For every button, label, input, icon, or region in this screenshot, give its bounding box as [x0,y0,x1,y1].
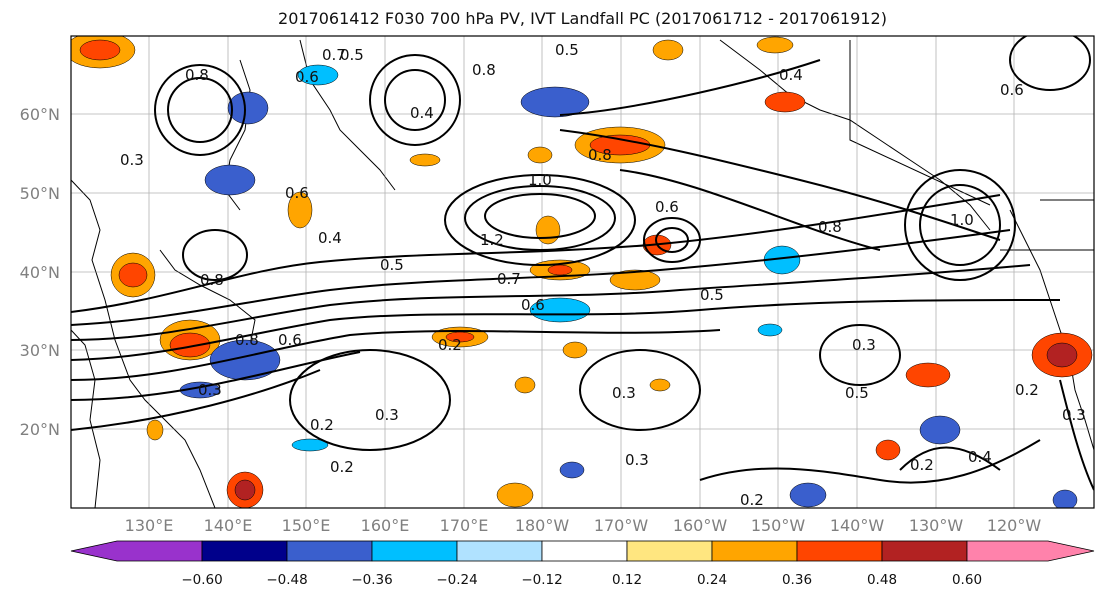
contour-label: 0.3 [852,336,876,354]
longitude-label: 140°W [830,516,885,535]
colorbar-swatches [70,540,1095,562]
colorbar-tick-label: 0.48 [867,572,897,588]
latitude-label: 40°N [20,263,60,282]
longitude-label: 150°E [282,516,331,535]
colorbar-tick-label: −0.48 [266,572,307,588]
colorbar-swatch [626,540,713,562]
map-title: 2017061412 F030 700 hPa PV, IVT Landfall… [278,9,887,28]
colorbar-ticks: −0.60 −0.48 −0.36 −0.24 −0.12 0.12 0.24 … [181,572,982,588]
colorbar-swatch [456,540,543,562]
contour-label: 0.3 [375,406,399,424]
pv-contours [71,36,1094,491]
colorbar-swatch [201,540,288,562]
contour-label: 0.8 [472,61,496,79]
contour-label: 0.6 [655,198,679,216]
colorbar-tick-label: 0.12 [612,572,642,588]
latitude-label: 30°N [20,341,60,360]
contour-label: 0.3 [625,451,649,469]
contour-label: 0.3 [120,151,144,169]
longitude-label: 180°W [515,516,570,535]
contour-label: 0.2 [1015,381,1039,399]
contour-label: 0.4 [968,448,992,466]
contour-label: 0.2 [310,416,334,434]
longitude-label: 150°W [751,516,806,535]
contour-label: 0.4 [318,229,342,247]
colorbar-tick-label: 0.36 [782,572,812,588]
contour-label: 0.8 [185,66,209,84]
contour-label: 0.8 [818,218,842,236]
longitude-label: 130°W [909,516,964,535]
colorbar-tick-label: 0.24 [697,572,727,588]
contour-label: 0.2 [740,491,764,509]
contour-label: 0.5 [380,256,404,274]
longitude-label: 170°E [440,516,489,535]
contour-label: 0.2 [438,336,462,354]
contour-label: 1.0 [950,211,974,229]
colorbar-swatch [711,540,798,562]
colorbar: −0.60 −0.48 −0.36 −0.24 −0.12 0.12 0.24 … [70,540,1095,588]
colorbar-swatch [796,540,883,562]
colorbar-swatch [541,540,628,562]
contour-label: 0.3 [198,381,222,399]
contour-label: 0.6 [295,68,319,86]
latitude-label: 20°N [20,420,60,439]
contour-label: 0.7 [497,270,521,288]
contour-label: 0.5 [340,46,364,64]
longitude-label: 120°W [987,516,1042,535]
contour-label: 0.4 [779,66,803,84]
colorbar-swatch [966,540,1095,562]
colorbar-tick-label: −0.60 [181,572,222,588]
colorbar-tick-label: −0.12 [521,572,562,588]
colorbar-swatch [881,540,968,562]
longitude-label: 140°E [204,516,253,535]
latitude-labels: 60°N 50°N 40°N 30°N 20°N [20,105,60,439]
contour-label: 0.2 [330,458,354,476]
colorbar-tick-label: −0.36 [351,572,392,588]
colorbar-tick-label: −0.24 [436,572,477,588]
contour-label: 1.0 [528,171,552,189]
longitude-label: 170°W [594,516,649,535]
contour-label: 0.3 [612,384,636,402]
longitude-label: 130°E [125,516,174,535]
latitude-label: 50°N [20,184,60,203]
contour-label: 0.5 [555,41,579,59]
colorbar-tick-label: 0.60 [952,572,982,588]
coastlines [71,39,1094,508]
longitude-label: 160°W [673,516,728,535]
map-plot-area: 0.5 0.7 0.8 0.6 0.4 0.8 0.5 0.4 0.6 0.8 … [71,36,1094,509]
contour-label: 0.5 [845,384,869,402]
map-frame [70,35,1095,509]
colorbar-swatch [286,540,373,562]
contour-labels: 0.5 0.7 0.8 0.6 0.4 0.8 0.5 0.4 0.6 0.8 … [120,41,1086,509]
contour-label: 0.6 [278,331,302,349]
contour-label: 0.3 [1062,406,1086,424]
contour-label: 0.8 [235,331,259,349]
contour-label: 1.2 [480,231,504,249]
contour-label: 0.4 [410,104,434,122]
contour-label: 0.2 [910,456,934,474]
contour-label: 0.6 [521,296,545,314]
contour-label: 0.5 [700,286,724,304]
contour-label: 0.7 [322,46,346,64]
latitude-label: 60°N [20,105,60,124]
longitude-labels: 130°E 140°E 150°E 160°E 170°E 180°W 170°… [125,516,1042,535]
colorbar-swatch [371,540,458,562]
contour-label: 0.6 [285,184,309,202]
contour-label: 0.8 [588,146,612,164]
colorbar-swatch [70,540,203,562]
contour-label: 0.8 [200,271,224,289]
contour-label: 0.6 [1000,81,1024,99]
longitude-label: 160°E [361,516,410,535]
